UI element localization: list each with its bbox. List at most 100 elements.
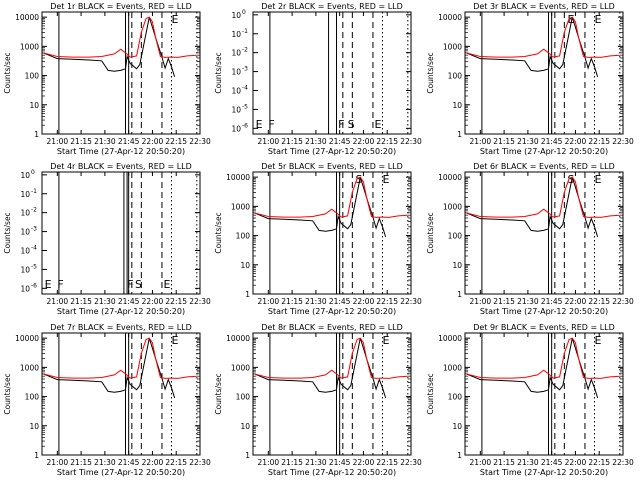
y-tick-label: 10 bbox=[20, 228, 30, 237]
y-tick-label: 10 bbox=[240, 422, 250, 431]
lld-series-line bbox=[465, 176, 620, 218]
y-tick-exponent: -6 bbox=[242, 122, 248, 129]
x-tick-label: 21:30 bbox=[94, 458, 116, 467]
y-tick-exponent: -4 bbox=[242, 84, 248, 91]
panel-title: Det 6r BLACK = Events, RED = LLD bbox=[473, 162, 615, 171]
y-tick-label: 1 bbox=[34, 130, 39, 139]
y-tick-label: 1000 bbox=[443, 202, 462, 211]
events-series-line bbox=[465, 337, 599, 399]
x-tick-label: 21:00 bbox=[470, 297, 492, 306]
y-tick-label: 1000 bbox=[443, 363, 462, 372]
marker-letter: E bbox=[382, 173, 389, 186]
y-axis-label: Counts/sec bbox=[3, 373, 12, 414]
marker-letter: E bbox=[171, 334, 178, 347]
y-tick-label: 100 bbox=[25, 72, 40, 81]
panel-title: Det 3r BLACK = Events, RED = LLD bbox=[473, 2, 615, 11]
panel-title: Det 2r BLACK = Events, RED = LLD bbox=[261, 2, 403, 11]
marker-letter: F bbox=[338, 118, 344, 131]
x-tick-label: 21:00 bbox=[258, 458, 280, 467]
y-tick-label: 1 bbox=[457, 451, 462, 460]
y-tick-label: 10 bbox=[231, 30, 241, 39]
x-tick-label: 22:15 bbox=[376, 458, 398, 467]
x-tick-label: 21:15 bbox=[281, 137, 303, 146]
x-tick-label: 21:15 bbox=[281, 297, 303, 306]
x-tick-label: 22:15 bbox=[588, 458, 610, 467]
events-series-line bbox=[253, 337, 387, 399]
x-tick-label: 21:15 bbox=[70, 297, 92, 306]
y-tick-exponent: -2 bbox=[242, 47, 248, 54]
plot-frame bbox=[252, 11, 412, 135]
y-tick-label: 1000 bbox=[443, 42, 462, 51]
detector-panel-5: Det 5r BLACK = Events, RED = LLD 21:00 21:… bbox=[214, 162, 422, 316]
y-tick-label: 10 bbox=[20, 171, 30, 180]
x-tick-label: 21:45 bbox=[118, 137, 140, 146]
lld-series-line bbox=[42, 16, 197, 58]
x-tick-label: 21:45 bbox=[329, 458, 351, 467]
y-tick-label: 10000 bbox=[438, 173, 462, 182]
x-tick-label: 21:00 bbox=[470, 137, 492, 146]
marker-letter: S bbox=[568, 173, 575, 186]
x-tick-label: 22:30 bbox=[612, 297, 634, 306]
x-axis-label: Start Time (27-Apr-12 20:50:20) bbox=[268, 147, 396, 156]
x-tick-label: 22:30 bbox=[189, 297, 211, 306]
marker-letter: F bbox=[268, 118, 274, 131]
y-tick-label: 10 bbox=[20, 190, 30, 199]
y-tick-label: 10000 bbox=[15, 334, 39, 343]
panel-title: Det 9r BLACK = Events, RED = LLD bbox=[473, 323, 615, 332]
x-tick-label: 21:30 bbox=[517, 458, 539, 467]
y-tick-label: 1 bbox=[245, 451, 250, 460]
x-tick-label: 22:00 bbox=[565, 297, 587, 306]
x-tick-label: 22:00 bbox=[353, 297, 375, 306]
marker-letter: E bbox=[256, 118, 263, 131]
x-axis-label: Start Time (27-Apr-12 20:50:20) bbox=[480, 147, 608, 156]
marker-letter: E bbox=[375, 118, 382, 131]
lld-series-line bbox=[253, 337, 408, 379]
y-tick-exponent: -2 bbox=[31, 207, 37, 214]
x-axis-label: Start Time (27-Apr-12 20:50:20) bbox=[57, 307, 185, 316]
events-series-line bbox=[42, 337, 176, 399]
lld-series-line bbox=[465, 16, 620, 58]
y-tick-label: 10 bbox=[240, 261, 250, 270]
x-axis-label: Start Time (27-Apr-12 20:50:20) bbox=[480, 468, 608, 477]
panel-title: Det 5r BLACK = Events, RED = LLD bbox=[261, 162, 403, 171]
x-tick-label: 21:00 bbox=[258, 137, 280, 146]
x-tick-label: 22:00 bbox=[353, 137, 375, 146]
x-tick-label: 21:45 bbox=[541, 458, 563, 467]
panel-title: Det 1r BLACK = Events, RED = LLD bbox=[50, 2, 192, 11]
lld-series-line bbox=[253, 176, 408, 218]
x-tick-label: 21:00 bbox=[258, 297, 280, 306]
lld-series-line bbox=[42, 337, 197, 379]
y-tick-exponent: 0 bbox=[31, 169, 35, 176]
events-series-line bbox=[253, 176, 387, 238]
detector-panel-3: Det 3r BLACK = Events, RED = LLD 21:00 21:… bbox=[426, 2, 634, 156]
y-tick-label: 1 bbox=[34, 451, 39, 460]
y-tick-label: 10 bbox=[20, 284, 30, 293]
x-tick-label: 22:15 bbox=[376, 297, 398, 306]
x-tick-label: 21:30 bbox=[305, 137, 327, 146]
x-tick-label: 21:15 bbox=[493, 458, 515, 467]
y-tick-label: 10 bbox=[29, 422, 39, 431]
x-tick-label: 21:30 bbox=[517, 297, 539, 306]
x-tick-label: 22:00 bbox=[142, 458, 164, 467]
x-tick-label: 21:15 bbox=[281, 458, 303, 467]
x-tick-label: 22:00 bbox=[142, 137, 164, 146]
x-tick-label: 22:30 bbox=[189, 137, 211, 146]
plot-frame bbox=[41, 11, 201, 135]
y-tick-label: 100 bbox=[25, 393, 40, 402]
y-tick-label: 100 bbox=[448, 232, 463, 241]
y-tick-label: 10 bbox=[20, 246, 30, 255]
x-tick-label: 21:30 bbox=[94, 137, 116, 146]
events-series-line bbox=[42, 16, 176, 78]
y-tick-label: 100 bbox=[448, 72, 463, 81]
x-tick-label: 21:30 bbox=[517, 137, 539, 146]
y-tick-label: 1 bbox=[457, 130, 462, 139]
y-tick-exponent: -5 bbox=[242, 103, 248, 110]
marker-letter: E bbox=[594, 173, 601, 186]
marker-letter: E bbox=[171, 13, 178, 26]
